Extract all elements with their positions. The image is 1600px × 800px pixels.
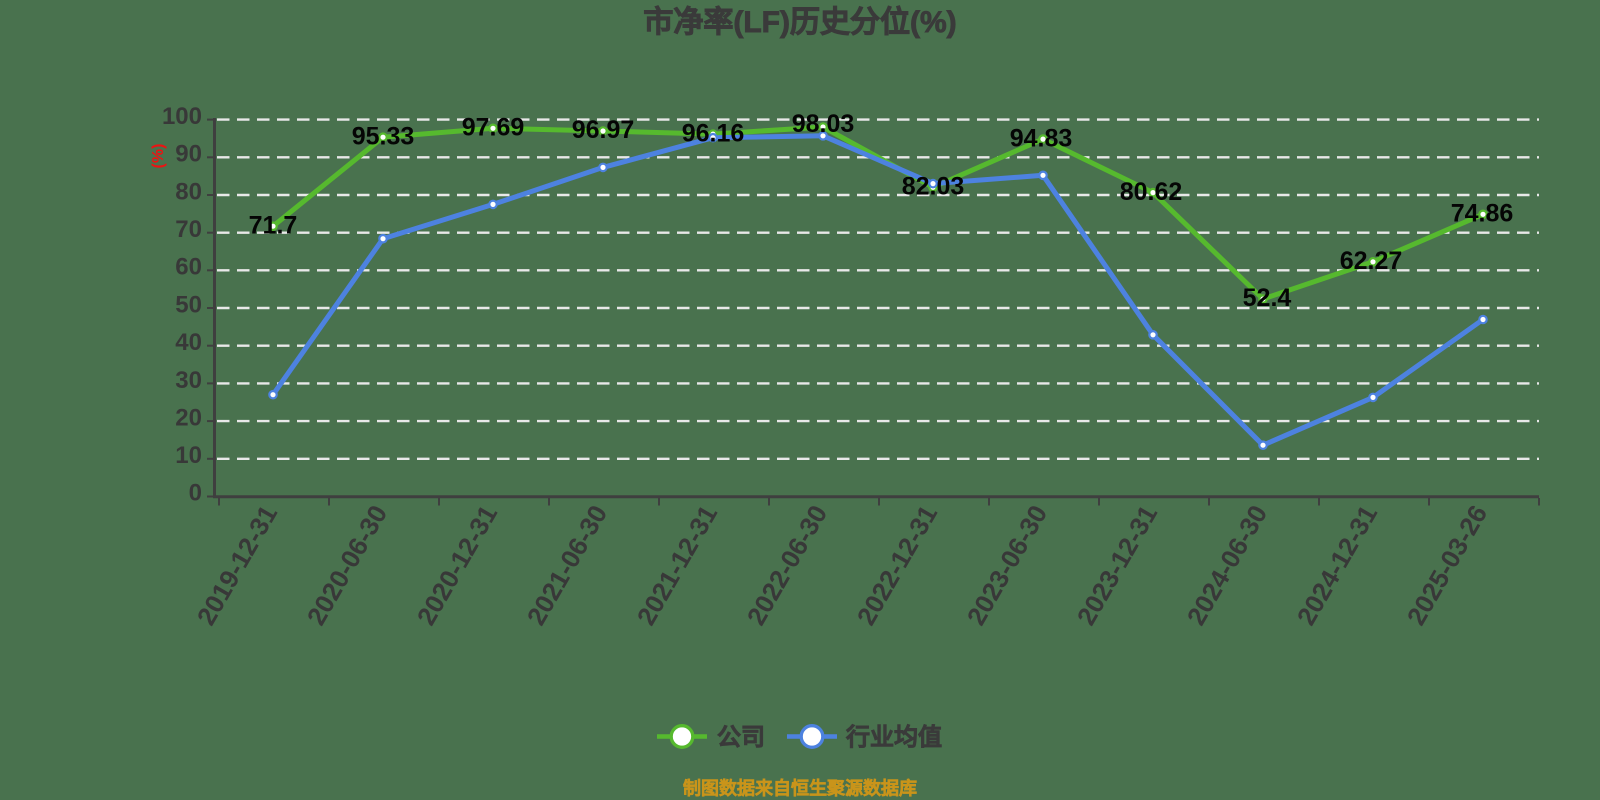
svg-text:30: 30 bbox=[175, 367, 202, 394]
svg-text:80: 80 bbox=[175, 178, 202, 205]
svg-text:2023-12-31: 2023-12-31 bbox=[1071, 500, 1163, 630]
svg-text:2020-06-30: 2020-06-30 bbox=[301, 500, 393, 630]
svg-text:2024-12-31: 2024-12-31 bbox=[1291, 500, 1383, 630]
svg-text:82.03: 82.03 bbox=[902, 173, 965, 201]
svg-text:94.83: 94.83 bbox=[1010, 124, 1073, 152]
svg-text:10: 10 bbox=[175, 442, 202, 469]
svg-text:2021-06-30: 2021-06-30 bbox=[521, 500, 613, 630]
svg-text:96.97: 96.97 bbox=[572, 116, 635, 144]
svg-text:97.69: 97.69 bbox=[462, 114, 525, 142]
svg-text:2024-06-30: 2024-06-30 bbox=[1181, 500, 1273, 630]
svg-text:2021-12-31: 2021-12-31 bbox=[631, 500, 723, 630]
svg-text:2022-12-31: 2022-12-31 bbox=[851, 500, 943, 630]
svg-text:70: 70 bbox=[175, 216, 202, 243]
svg-text:96.16: 96.16 bbox=[682, 119, 745, 147]
svg-text:行业均值: 行业均值 bbox=[845, 723, 942, 751]
svg-text:62.27: 62.27 bbox=[1340, 247, 1403, 275]
svg-text:2019-12-31: 2019-12-31 bbox=[191, 500, 283, 630]
svg-text:40: 40 bbox=[175, 329, 202, 356]
svg-text:20: 20 bbox=[175, 405, 202, 432]
svg-text:98.03: 98.03 bbox=[792, 110, 855, 138]
svg-text:100: 100 bbox=[162, 103, 202, 130]
svg-text:(%): (%) bbox=[150, 144, 167, 169]
svg-text:制图数据来自恒生聚源数据库: 制图数据来自恒生聚源数据库 bbox=[683, 778, 917, 799]
svg-text:80.62: 80.62 bbox=[1120, 178, 1183, 206]
svg-text:2025-03-26: 2025-03-26 bbox=[1401, 500, 1493, 630]
svg-text:公司: 公司 bbox=[717, 724, 765, 751]
svg-text:2022-06-30: 2022-06-30 bbox=[741, 500, 833, 630]
svg-text:50: 50 bbox=[175, 291, 202, 318]
svg-text:71.7: 71.7 bbox=[249, 211, 298, 239]
svg-text:2020-12-31: 2020-12-31 bbox=[411, 500, 503, 630]
svg-text:60: 60 bbox=[175, 254, 202, 281]
svg-text:95.33: 95.33 bbox=[352, 122, 415, 150]
svg-text:52.4: 52.4 bbox=[1243, 284, 1292, 312]
svg-text:74.86: 74.86 bbox=[1451, 200, 1514, 228]
svg-text:0: 0 bbox=[189, 479, 202, 506]
svg-text:2023-06-30: 2023-06-30 bbox=[961, 500, 1053, 630]
svg-text:90: 90 bbox=[175, 141, 202, 168]
svg-text:市净率(LF)历史分位(%): 市净率(LF)历史分位(%) bbox=[643, 5, 956, 39]
